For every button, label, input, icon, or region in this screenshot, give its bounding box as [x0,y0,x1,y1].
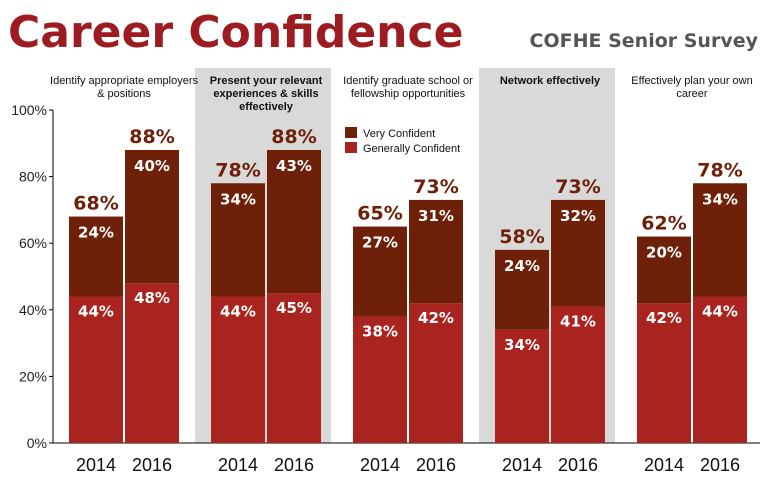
legend-swatch-very-confident [345,127,357,138]
group-label: Effectively plan your own [631,75,752,87]
label-total: 88% [271,126,316,148]
x-tick-label: 2014 [76,455,116,475]
bar-very-confident [637,236,691,304]
label-very-confident: 24% [78,224,114,242]
label-generally-confident: 34% [504,336,540,354]
group-label: effectively [239,101,294,113]
group-label: fellowship opportunities [351,88,466,100]
group-label: Present your relevant [210,75,323,87]
x-axis-labels: 2014 2016 2014 2016 2014 2016 2014 2016 2014 2016 [76,455,740,475]
bar-very-confident [409,199,463,304]
label-generally-confident: 42% [646,309,682,327]
label-total: 73% [413,176,458,198]
group-label: Identify graduate school or [343,75,473,87]
label-generally-confident: 48% [134,289,170,307]
bar-very-confident [69,216,123,297]
x-tick-label: 2014 [502,455,542,475]
label-very-confident: 31% [418,207,454,225]
x-tick-label: 2016 [416,455,456,475]
group-label: Identify appropriate employers [50,75,198,87]
y-tick-label: 0% [27,435,47,451]
label-very-confident: 27% [362,234,398,252]
legend-swatch-generally-confident [345,142,357,153]
bar-generally-confident [693,296,747,443]
bar-very-confident [267,149,321,294]
y-tick-label: 80% [19,169,47,185]
bar-generally-confident [551,306,605,443]
label-very-confident: 43% [276,157,312,175]
label-very-confident: 34% [702,190,738,208]
bar-very-confident [211,183,265,297]
bar-generally-confident [211,296,265,443]
bar-generally-confident [69,296,123,443]
label-generally-confident: 41% [560,312,596,330]
x-tick-label: 2016 [274,455,314,475]
bar-very-confident [551,199,605,307]
label-generally-confident: 42% [418,309,454,327]
y-tick-label: 40% [19,302,47,318]
chart-title: Career Confidence [8,7,463,58]
label-total: 65% [357,203,402,225]
label-very-confident: 34% [220,190,256,208]
group-labels: Identify appropriate employers& position… [50,75,753,113]
x-tick-label: 2016 [558,455,598,475]
label-generally-confident: 44% [220,302,256,320]
label-total: 78% [697,159,742,181]
label-generally-confident: 45% [276,299,312,317]
y-tick-label: 100% [11,102,47,118]
x-tick-label: 2014 [218,455,258,475]
bar-generally-confident [353,316,407,443]
label-total: 58% [499,226,544,248]
group-label: & positions [97,88,151,100]
label-very-confident: 20% [646,244,682,262]
bar-very-confident [495,249,549,330]
label-total: 68% [73,193,118,215]
label-very-confident: 24% [504,257,540,275]
label-very-confident: 40% [134,157,170,175]
label-total: 88% [129,126,174,148]
label-generally-confident: 44% [702,302,738,320]
label-total: 78% [215,159,260,181]
label-total: 62% [641,213,686,235]
x-tick-label: 2014 [360,455,400,475]
chart-subtitle: COFHE Senior Survey [530,30,759,52]
bars: 44% 24% 68% 48% 40% 88% 44% 34% 78% 45% 43% 88% 38% 2… [69,126,747,443]
bar-very-confident [125,149,179,284]
bar-generally-confident [125,283,179,443]
legend-label-generally-confident: Generally Confident [363,143,460,155]
x-tick-label: 2014 [644,455,684,475]
x-tick-label: 2016 [700,455,740,475]
bar-generally-confident [637,303,691,443]
label-very-confident: 32% [560,207,596,225]
y-tick-label: 60% [19,235,47,251]
legend-label-very-confident: Very Confident [363,128,435,140]
legend: Very Confident Generally Confident [345,127,460,155]
y-tick-label: 20% [19,368,47,384]
label-generally-confident: 38% [362,322,398,340]
bar-generally-confident [409,303,463,443]
bar-generally-confident [495,329,549,443]
group-label: experiences & skills [213,88,318,100]
x-tick-label: 2016 [132,455,172,475]
group-label: Network effectively [500,75,601,87]
bar-generally-confident [267,293,321,443]
label-generally-confident: 44% [78,302,114,320]
label-total: 73% [555,176,600,198]
bar-very-confident [353,226,407,317]
group-label: career [676,88,708,100]
bar-very-confident [693,183,747,297]
